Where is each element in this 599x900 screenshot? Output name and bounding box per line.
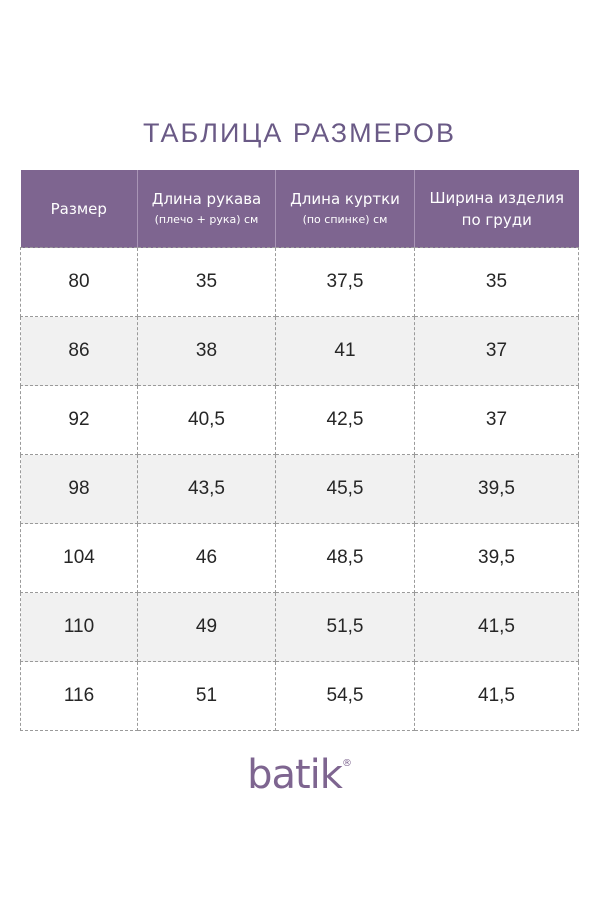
header-chest-width-note: по груди — [461, 210, 532, 229]
table-row: 86 38 41 37 — [20, 316, 579, 386]
header-sleeve-length-note: (плечо + рука) см — [154, 213, 259, 226]
cell-chest-width: 37 — [414, 316, 579, 386]
cell-jacket-length: 48,5 — [275, 523, 415, 593]
cell-sleeve-length: 40,5 — [137, 385, 276, 455]
cell-jacket-length: 45,5 — [275, 454, 415, 524]
cell-size: 80 — [20, 247, 138, 317]
cell-chest-width: 37 — [414, 385, 579, 455]
table-row: 116 51 54,5 41,5 — [20, 661, 579, 731]
header-jacket-length-note: (по спинке) см — [302, 213, 388, 226]
cell-sleeve-length: 51 — [137, 661, 276, 731]
header-sleeve-length-label: Длина рукава — [151, 190, 262, 208]
cell-size: 92 — [20, 385, 138, 455]
cell-chest-width: 41,5 — [414, 592, 579, 662]
cell-chest-width: 39,5 — [414, 454, 579, 524]
cell-jacket-length: 41 — [275, 316, 415, 386]
header-size: Размер — [20, 170, 138, 248]
cell-jacket-length: 54,5 — [275, 661, 415, 731]
header-chest-width: Ширина изделия по груди — [414, 170, 579, 248]
header-size-label: Размер — [50, 199, 107, 218]
table-row: 104 46 48,5 39,5 — [20, 523, 579, 593]
table-row: 92 40,5 42,5 37 — [20, 385, 579, 455]
table-row: 80 35 37,5 35 — [20, 247, 579, 317]
cell-size: 86 — [20, 316, 138, 386]
cell-sleeve-length: 43,5 — [137, 454, 276, 524]
cell-size: 110 — [20, 592, 138, 662]
cell-size: 104 — [20, 523, 138, 593]
brand-logo-text: batik — [247, 752, 343, 798]
header-chest-width-label: Ширина изделия — [429, 188, 564, 207]
cell-sleeve-length: 49 — [137, 592, 276, 662]
cell-size: 98 — [20, 454, 138, 524]
cell-sleeve-length: 38 — [137, 316, 276, 386]
cell-size: 116 — [20, 661, 138, 731]
cell-chest-width: 35 — [414, 247, 579, 317]
table-header-row: Размер Длина рукава (плечо + рука) см Дл… — [20, 170, 579, 248]
page-title: ТАБЛИЦА РАЗМЕРОВ — [142, 118, 457, 148]
cell-sleeve-length: 46 — [137, 523, 276, 593]
header-jacket-length-label: Длина куртки — [290, 190, 400, 208]
header-jacket-length: Длина куртки (по спинке) см — [275, 170, 415, 248]
cell-jacket-length: 51,5 — [275, 592, 415, 662]
cell-sleeve-length: 35 — [137, 247, 276, 317]
cell-jacket-length: 42,5 — [275, 385, 415, 455]
cell-chest-width: 41,5 — [414, 661, 579, 731]
brand-logo: batik® — [0, 752, 599, 798]
header-sleeve-length: Длина рукава (плечо + рука) см — [137, 170, 276, 248]
cell-chest-width: 39,5 — [414, 523, 579, 593]
cell-jacket-length: 37,5 — [275, 247, 415, 317]
table-row: 110 49 51,5 41,5 — [20, 592, 579, 662]
table-row: 98 43,5 45,5 39,5 — [20, 454, 579, 524]
size-table: Размер Длина рукава (плечо + рука) см Дл… — [20, 170, 579, 731]
registered-mark: ® — [341, 758, 352, 769]
